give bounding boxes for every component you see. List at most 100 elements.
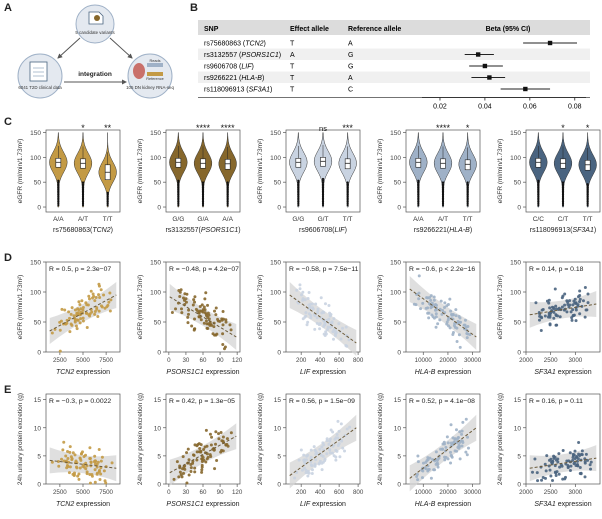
outlier-point xyxy=(321,191,325,194)
outlier-point xyxy=(586,190,589,193)
outlier-point xyxy=(297,191,300,194)
violin-shape xyxy=(218,132,237,208)
data-point xyxy=(69,455,73,459)
outlier-point xyxy=(346,198,349,201)
data-point xyxy=(459,439,463,443)
data-point xyxy=(420,476,424,480)
x-tick-label: 2500 xyxy=(544,357,558,364)
data-point xyxy=(309,463,313,467)
data-point xyxy=(81,319,85,323)
data-point xyxy=(337,442,341,446)
scatter-panel: 0 50 100 150 2000 2500 3000 eGFR (ml/min/1.73m²… xyxy=(497,260,601,376)
y-axis-label: eGFR (ml/min/1.73m²) xyxy=(257,139,264,204)
data-point xyxy=(454,314,458,318)
x-tick-label: 400 xyxy=(315,489,326,496)
data-point xyxy=(571,458,575,462)
data-point xyxy=(197,311,201,315)
rnaseq-label: 105 DN kidney RNA-seq xyxy=(126,85,174,90)
outlier-point xyxy=(177,188,180,191)
data-point xyxy=(446,457,450,461)
box-iqr xyxy=(415,158,422,168)
group-tick-label: G/G xyxy=(172,216,184,223)
reference-allele-cell: G xyxy=(348,52,353,59)
data-point xyxy=(449,441,453,445)
data-point xyxy=(568,451,572,455)
data-point xyxy=(88,481,92,485)
data-point xyxy=(76,311,80,315)
data-point xyxy=(301,290,305,294)
outlier-point xyxy=(537,184,540,188)
outlier-point xyxy=(321,186,325,189)
data-point xyxy=(412,302,416,306)
data-point xyxy=(325,318,329,322)
data-point xyxy=(552,454,556,458)
outlier-point xyxy=(177,184,180,188)
scatter-panel: 0 5 10 15 200 400 600 800 24h urinary protein ex… xyxy=(257,393,364,508)
group-tick-label: A/A xyxy=(222,216,233,223)
violin-panel: 0 50 100 150 eGFR (ml/min/1.73m²) G/G G/A **** A… xyxy=(137,123,241,234)
outlier-point xyxy=(561,188,565,191)
data-point xyxy=(76,474,80,478)
group-tick-label: G/T xyxy=(318,216,329,223)
data-point xyxy=(69,312,73,316)
data-point xyxy=(208,432,212,436)
data-point xyxy=(310,468,314,472)
panel-label-c: C xyxy=(4,116,12,128)
data-point xyxy=(416,460,420,464)
y-tick-label: 10 xyxy=(274,425,282,432)
data-point xyxy=(215,459,219,463)
data-point xyxy=(206,311,210,315)
data-point xyxy=(221,343,225,347)
data-point xyxy=(300,293,304,297)
outlier-point xyxy=(226,193,229,196)
data-point xyxy=(416,478,420,482)
data-point xyxy=(213,467,217,471)
data-point xyxy=(549,311,553,315)
data-point xyxy=(66,456,70,460)
outlier-point xyxy=(81,183,85,186)
outlier-point xyxy=(57,200,60,203)
outlier-point xyxy=(297,186,300,189)
data-point xyxy=(417,274,421,278)
outlier-point xyxy=(441,196,445,200)
y-tick-label: 15 xyxy=(274,397,282,404)
outlier-point xyxy=(226,184,229,188)
y-tick-label: 100 xyxy=(390,290,401,297)
outlier-point xyxy=(346,188,349,191)
data-point xyxy=(223,345,227,349)
data-point xyxy=(308,305,312,309)
forest-tick-label: 0.04 xyxy=(478,104,492,111)
data-point xyxy=(546,315,550,319)
data-point xyxy=(554,313,558,317)
data-point xyxy=(449,461,453,465)
outlier-point xyxy=(57,184,60,188)
data-point xyxy=(339,422,343,426)
data-point xyxy=(187,308,191,312)
outlier-point xyxy=(297,200,300,203)
outlier-point xyxy=(417,183,420,186)
data-point xyxy=(445,320,449,324)
data-point xyxy=(60,457,64,461)
data-point xyxy=(304,468,308,472)
data-point xyxy=(97,447,101,451)
data-point xyxy=(299,448,303,452)
data-point xyxy=(202,458,206,462)
outlier-point xyxy=(297,181,300,184)
data-point xyxy=(304,471,308,475)
outlier-point xyxy=(57,195,60,198)
scatter-panel: 0 5 10 15 10000 20000 30000 24h urinary protein… xyxy=(377,393,482,508)
x-tick-label: 5000 xyxy=(76,357,90,364)
y-tick-label: 50 xyxy=(154,320,162,327)
outlier-point xyxy=(586,186,589,189)
outlier-point xyxy=(201,193,205,196)
data-point xyxy=(436,322,440,326)
data-point xyxy=(97,309,101,313)
outlier-point xyxy=(441,195,445,198)
data-point xyxy=(443,455,447,459)
box-iqr xyxy=(295,158,302,168)
outlier-point xyxy=(561,186,565,189)
outlier-point xyxy=(177,203,180,207)
data-point xyxy=(185,481,189,485)
x-axis-label: PSORS1C1 expression xyxy=(166,501,239,508)
